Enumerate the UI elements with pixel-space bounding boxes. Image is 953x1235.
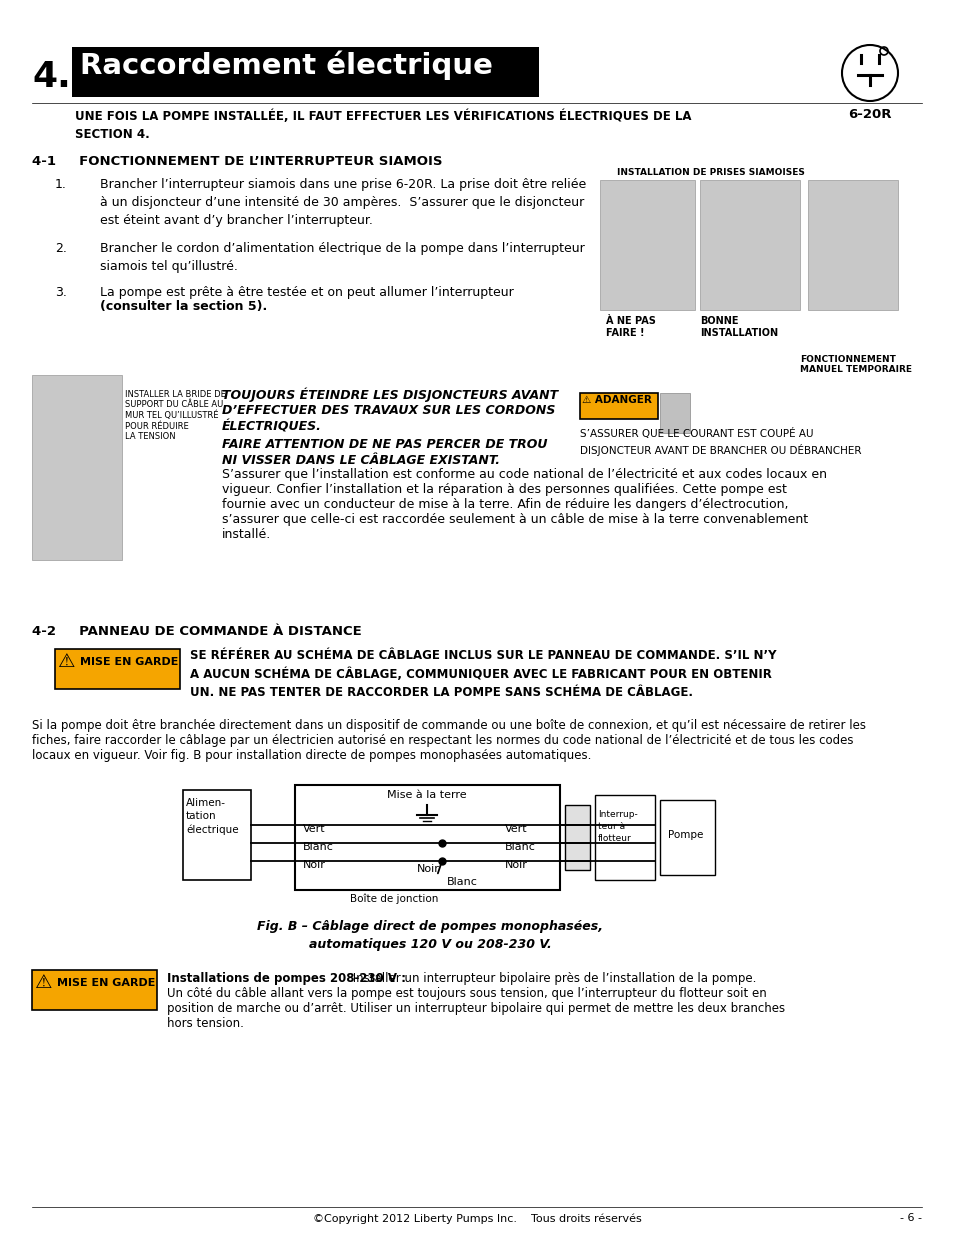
Text: TOUJOURS ÉTEINDRE LES DISJONCTEURS AVANT: TOUJOURS ÉTEINDRE LES DISJONCTEURS AVANT xyxy=(222,388,558,403)
Bar xyxy=(294,785,559,890)
Text: fournie avec un conducteur de mise à la terre. Afin de réduire les dangers d’éle: fournie avec un conducteur de mise à la … xyxy=(222,498,788,511)
Bar xyxy=(700,180,800,310)
Text: Blanc: Blanc xyxy=(303,842,334,852)
Text: 4.: 4. xyxy=(32,61,71,94)
Bar xyxy=(71,47,538,98)
Text: Si la pompe doit être branchée directement dans un dispositif de commande ou une: Si la pompe doit être branchée directeme… xyxy=(32,719,865,732)
Text: Installer un interrupteur bipolaire près de l’installation de la pompe.: Installer un interrupteur bipolaire près… xyxy=(349,972,756,986)
Text: fiches, faire raccorder le câblage par un électricien autorisé en respectant les: fiches, faire raccorder le câblage par u… xyxy=(32,734,853,747)
Text: FONCTIONNEMENT
MANUEL TEMPORAIRE: FONCTIONNEMENT MANUEL TEMPORAIRE xyxy=(800,354,911,374)
Text: La pompe est prête à être testée et on peut allumer l’interrupteur: La pompe est prête à être testée et on p… xyxy=(100,287,514,299)
Text: ⚠: ⚠ xyxy=(58,652,75,671)
Bar xyxy=(599,180,695,310)
Bar xyxy=(32,969,157,1010)
Text: Vert: Vert xyxy=(504,824,527,834)
Text: MISE EN GARDE: MISE EN GARDE xyxy=(57,978,155,988)
Text: vigueur. Confier l’installation et la réparation à des personnes qualifiées. Cet: vigueur. Confier l’installation et la ré… xyxy=(222,483,786,496)
Text: D’EFFECTUER DES TRAVAUX SUR LES CORDONS: D’EFFECTUER DES TRAVAUX SUR LES CORDONS xyxy=(222,404,555,417)
Text: ©Copyright 2012 Liberty Pumps Inc.    Tous droits réservés: ©Copyright 2012 Liberty Pumps Inc. Tous … xyxy=(313,1213,640,1224)
Text: Noir: Noir xyxy=(416,864,439,874)
Text: Brancher le cordon d’alimentation électrique de la pompe dans l’interrupteur
sia: Brancher le cordon d’alimentation électr… xyxy=(100,242,584,273)
Text: FAIRE ATTENTION DE NE PAS PERCER DE TROU: FAIRE ATTENTION DE NE PAS PERCER DE TROU xyxy=(222,438,547,451)
Bar xyxy=(807,180,897,310)
Text: 2.: 2. xyxy=(55,242,67,254)
Text: À NE PAS
FAIRE !: À NE PAS FAIRE ! xyxy=(605,316,655,337)
Text: ⚠: ⚠ xyxy=(35,973,52,992)
Text: S’assurer que l’installation est conforme au code national de l’électricité et a: S’assurer que l’installation est conform… xyxy=(222,468,826,480)
Bar xyxy=(579,393,658,419)
Text: Installations de pompes 208-230 V :: Installations de pompes 208-230 V : xyxy=(167,972,406,986)
Text: installé.: installé. xyxy=(222,529,271,541)
Bar xyxy=(183,790,251,881)
Text: Noir: Noir xyxy=(303,860,326,869)
Bar xyxy=(659,800,714,876)
Text: locaux en vigueur. Voir fig. B pour installation directe de pompes monophasées a: locaux en vigueur. Voir fig. B pour inst… xyxy=(32,748,591,762)
Text: ÉLECTRIQUES.: ÉLECTRIQUES. xyxy=(222,420,321,433)
Text: S’ASSURER QUE LE COURANT EST COUPÉ AU
DISJONCTEUR AVANT DE BRANCHER OU DÉBRANCHE: S’ASSURER QUE LE COURANT EST COUPÉ AU DI… xyxy=(579,429,861,456)
Text: s’assurer que celle-ci est raccordée seulement à un câble de mise à la terre con: s’assurer que celle-ci est raccordée seu… xyxy=(222,513,807,526)
Bar xyxy=(55,650,180,689)
Text: ⚠ ADANGER: ⚠ ADANGER xyxy=(581,395,651,405)
Text: - 6 -: - 6 - xyxy=(899,1213,921,1223)
Text: SE RÉFÉRER AU SCHÉMA DE CÂBLAGE INCLUS SUR LE PANNEAU DE COMMANDE. S’IL N’Y
A AU: SE RÉFÉRER AU SCHÉMA DE CÂBLAGE INCLUS S… xyxy=(190,650,776,699)
Text: 4-1     FONCTIONNEMENT DE L’INTERRUPTEUR SIAMOIS: 4-1 FONCTIONNEMENT DE L’INTERRUPTEUR SIA… xyxy=(32,156,442,168)
Bar xyxy=(32,375,122,559)
Text: Interrup-
teur à
flotteur: Interrup- teur à flotteur xyxy=(598,810,638,842)
Bar xyxy=(659,393,689,433)
Text: Brancher l’interrupteur siamois dans une prise 6-20R. La prise doit être reliée
: Brancher l’interrupteur siamois dans une… xyxy=(100,178,586,227)
Text: Noir: Noir xyxy=(504,860,527,869)
Text: INSTALLER LA BRIDE DE
SUPPORT DU CÂBLE AU
MUR TEL QU’ILLUSTRÉ
POUR RÉDUIRE
LA TE: INSTALLER LA BRIDE DE SUPPORT DU CÂBLE A… xyxy=(125,390,226,441)
Text: Vert: Vert xyxy=(303,824,325,834)
Bar xyxy=(564,805,589,869)
Text: 4-2     PANNEAU DE COMMANDE À DISTANCE: 4-2 PANNEAU DE COMMANDE À DISTANCE xyxy=(32,625,361,638)
Text: MISE EN GARDE: MISE EN GARDE xyxy=(80,657,178,667)
Text: UNE FOIS LA POMPE INSTALLÉE, IL FAUT EFFECTUER LES VÉRIFICATIONS ÉLECTRIQUES DE : UNE FOIS LA POMPE INSTALLÉE, IL FAUT EFF… xyxy=(75,110,691,142)
Text: Mise à la terre: Mise à la terre xyxy=(387,790,466,800)
Text: position de marche ou d’arrêt. Utiliser un interrupteur bipolaire qui permet de : position de marche ou d’arrêt. Utiliser … xyxy=(167,1002,784,1015)
Text: NI VISSER DANS LE CÂBLAGE EXISTANT.: NI VISSER DANS LE CÂBLAGE EXISTANT. xyxy=(222,454,499,467)
Text: 1.: 1. xyxy=(55,178,67,191)
Text: Boîte de jonction: Boîte de jonction xyxy=(350,893,438,904)
Text: hors tension.: hors tension. xyxy=(167,1016,244,1030)
Text: Un côté du câble allant vers la pompe est toujours sous tension, que l’interrupt: Un côté du câble allant vers la pompe es… xyxy=(167,987,766,1000)
Bar xyxy=(595,795,655,881)
Text: 3.: 3. xyxy=(55,287,67,299)
Text: Blanc: Blanc xyxy=(504,842,536,852)
Text: (consulter la section 5).: (consulter la section 5). xyxy=(100,300,267,312)
Text: Fig. B – Câblage direct de pompes monophasées,
automatiques 120 V ou 208-230 V.: Fig. B – Câblage direct de pompes monoph… xyxy=(256,920,602,951)
Text: Raccordement électrique: Raccordement électrique xyxy=(80,49,493,79)
Text: Pompe: Pompe xyxy=(667,830,702,840)
Text: Alimen-
tation
électrique: Alimen- tation électrique xyxy=(186,798,238,835)
Text: INSTALLATION DE PRISES SIAMOISES: INSTALLATION DE PRISES SIAMOISES xyxy=(617,168,804,177)
Text: Blanc: Blanc xyxy=(447,877,477,887)
Text: BONNE
INSTALLATION: BONNE INSTALLATION xyxy=(700,316,778,337)
Text: 6-20R: 6-20R xyxy=(847,107,891,121)
